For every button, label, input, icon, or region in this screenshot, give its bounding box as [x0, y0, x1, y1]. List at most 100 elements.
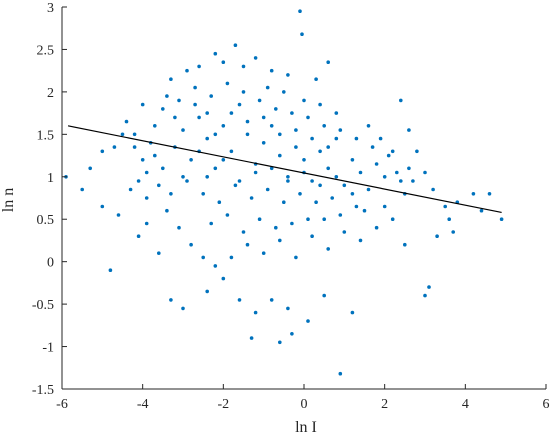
data-point	[185, 179, 189, 183]
data-point	[201, 192, 205, 196]
data-point	[423, 170, 427, 175]
data-point	[338, 371, 343, 376]
data-point	[241, 64, 246, 69]
x-tick-label: 2	[381, 397, 388, 412]
data-point	[221, 124, 226, 128]
data-point	[326, 145, 331, 149]
data-point	[205, 111, 209, 115]
data-point	[431, 187, 435, 192]
data-point	[350, 192, 355, 196]
data-point	[382, 175, 387, 179]
data-point	[181, 306, 185, 311]
data-point	[282, 90, 286, 94]
y-tick-label: 1	[47, 171, 54, 186]
data-point	[257, 98, 262, 103]
data-point	[471, 192, 476, 196]
x-tick-label: -4	[137, 397, 149, 412]
data-point	[366, 187, 371, 192]
data-point	[399, 98, 403, 103]
data-point	[249, 336, 254, 340]
data-point	[253, 310, 258, 315]
data-point	[265, 187, 270, 192]
data-point	[269, 298, 274, 302]
data-point	[354, 204, 359, 209]
data-point	[318, 102, 322, 107]
data-point	[286, 179, 290, 183]
data-point	[415, 149, 419, 154]
data-point	[282, 200, 286, 204]
data-point	[269, 166, 274, 171]
data-point	[326, 60, 331, 64]
data-point	[128, 187, 133, 192]
data-point	[193, 102, 197, 107]
y-tick-label: -1.5	[32, 383, 54, 398]
data-point	[144, 221, 149, 226]
data-point	[205, 136, 209, 141]
data-point	[326, 247, 331, 251]
data-point	[314, 77, 318, 81]
data-point	[294, 128, 298, 132]
data-point	[310, 179, 314, 183]
data-point	[213, 264, 218, 268]
data-point	[161, 166, 165, 171]
data-point	[185, 68, 189, 73]
data-point	[278, 340, 282, 345]
data-point	[435, 234, 439, 238]
data-point	[193, 85, 197, 90]
data-point	[265, 85, 270, 90]
data-point	[386, 153, 391, 158]
data-point	[390, 149, 395, 154]
data-point	[189, 158, 193, 162]
data-point	[286, 73, 290, 77]
data-point	[169, 298, 173, 302]
data-point	[189, 242, 193, 247]
data-point	[245, 119, 250, 124]
x-tick-label: -2	[217, 397, 229, 412]
data-point	[153, 124, 157, 128]
data-point	[334, 111, 339, 115]
data-point	[334, 175, 339, 179]
data-point	[366, 124, 371, 128]
data-point	[302, 98, 306, 103]
data-point	[157, 251, 161, 255]
data-point	[88, 166, 92, 171]
data-point	[362, 208, 367, 213]
data-point	[221, 158, 226, 162]
axes: -6 -4 -2 0 2 4 6 -1.5 -1 -0.5 0 0.5 1 1.5 2 2.5 3	[32, 1, 550, 412]
data-point	[358, 238, 363, 243]
data-point	[261, 115, 266, 120]
data-point	[378, 136, 383, 141]
data-point	[306, 217, 310, 221]
y-axis-label: ln n	[0, 188, 17, 212]
data-point	[322, 293, 327, 298]
data-point	[423, 293, 427, 298]
data-point	[302, 158, 306, 162]
data-point	[225, 213, 230, 217]
data-point	[407, 166, 411, 171]
data-point	[169, 192, 173, 196]
data-point	[298, 192, 302, 196]
data-point	[407, 128, 411, 132]
data-point	[140, 158, 145, 162]
data-point	[322, 124, 327, 128]
data-point	[100, 149, 105, 154]
data-point	[132, 145, 137, 149]
data-point	[274, 107, 278, 111]
data-point	[132, 132, 137, 137]
data-point	[201, 255, 205, 260]
data-point	[241, 90, 246, 94]
data-point	[233, 43, 238, 47]
data-point	[447, 217, 452, 221]
data-point	[350, 158, 355, 162]
data-point	[310, 234, 314, 238]
data-point	[487, 192, 492, 196]
data-point	[136, 179, 141, 183]
data-point	[382, 204, 387, 209]
data-point	[253, 170, 258, 175]
data-point	[342, 183, 347, 188]
data-point	[249, 196, 254, 200]
data-point	[229, 255, 234, 260]
data-point	[278, 153, 282, 158]
data-point	[245, 132, 250, 137]
data-point	[290, 111, 294, 115]
